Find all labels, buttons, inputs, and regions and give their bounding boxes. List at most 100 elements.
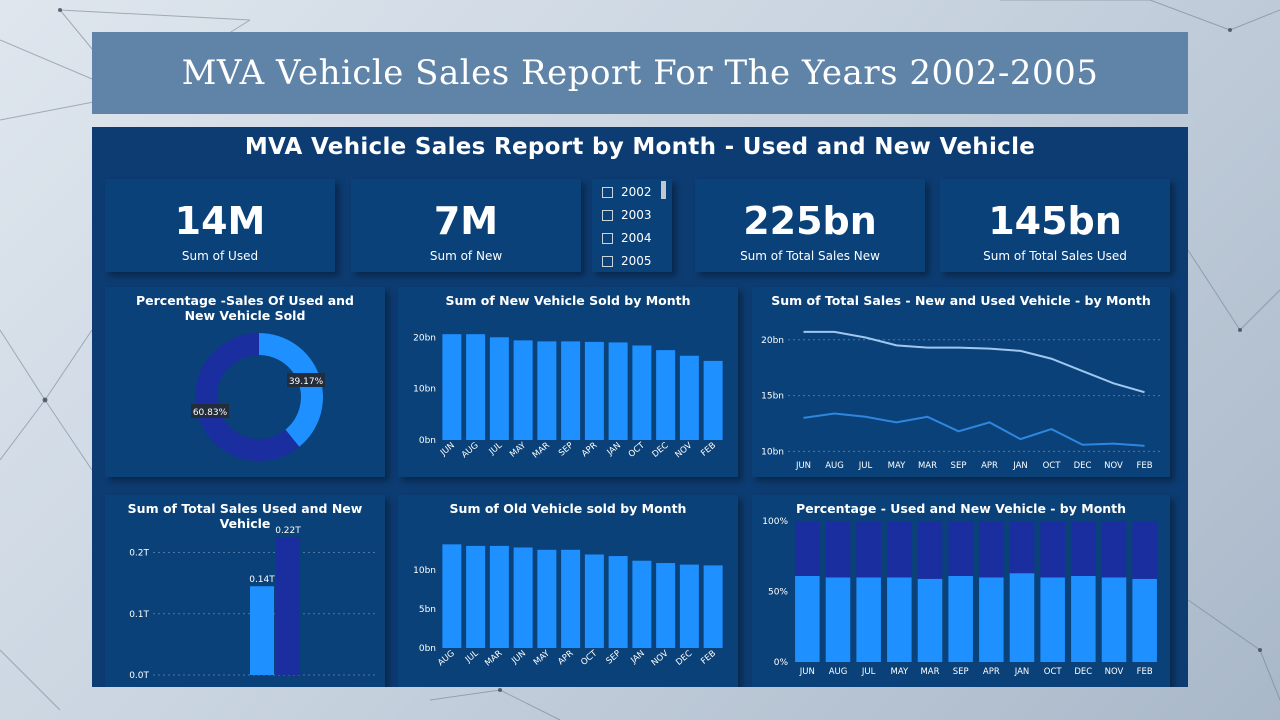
y-tick-label: 10bn [761,447,784,457]
x-tick-label: OCT [1044,667,1063,677]
bar-segment-used [1009,573,1035,662]
year-option-2003[interactable]: 2003 [602,206,652,224]
bar [632,560,652,648]
x-tick-label: AUG [829,667,848,677]
bar-segment-used [887,577,912,662]
data-label: 39.17% [289,377,324,387]
kpi-card-total-sales-new[interactable]: 225bn Sum of Total Sales New [695,179,925,272]
y-tick-label: 0% [774,658,789,668]
kpi-value: 14M [174,199,266,243]
donut-slice [259,333,323,447]
x-tick-label: DEC [650,441,670,460]
x-tick-label: DEC [1074,461,1092,471]
x-tick-label: MAY [888,461,906,471]
chart-card-new-by-month[interactable]: Sum of New Vehicle Sold by Month 0bn 10bn… [398,287,738,477]
kpi-label: Sum of Used [181,249,259,263]
bar [442,544,462,648]
x-tick-label: SEP [604,649,623,667]
x-tick-label: MAR [918,461,937,471]
chart-card-total-sales-line[interactable]: Sum of Total Sales - New and Used Vehicl… [752,287,1170,477]
kpi-card-total-sales-used[interactable]: 145bn Sum of Total Sales Used [940,179,1170,272]
x-tick-label: JAN [1014,667,1030,677]
data-label-bg [287,373,325,387]
x-tick-label: NOV [1104,461,1123,471]
x-tick-label: FEB [1137,667,1153,677]
bar [442,334,462,440]
bar [466,334,486,440]
bar [703,565,723,648]
checkbox-icon[interactable] [602,209,613,221]
checkbox-icon[interactable] [602,186,613,198]
bar [561,341,581,440]
year-option-2004[interactable]: 2004 [602,229,652,247]
x-tick-label: OCT [579,648,600,668]
x-tick-label: JUL [861,667,876,677]
bar-segment-used [1101,577,1127,662]
x-tick-label: JUN [795,461,811,471]
chart-card-percentage-by-month[interactable]: Percentage - Used and New Vehicle - by M… [752,495,1170,687]
bar-segment-new [979,521,1004,578]
year-option-2005[interactable]: 2005 [602,252,652,270]
chart-title: Sum of Total Sales Used and New Vehicle [127,501,363,531]
y-tick-label: 0bn [419,644,436,654]
bar [537,341,557,440]
bar [656,563,676,648]
percentage-stacked-bar-chart: 0% 50% 100% JUN AUG JUL MAY MAR SEP APR JAN OCT DEC N… [762,517,1157,677]
y-tick-label: 0.2T [129,549,149,559]
bar [513,340,533,440]
year-slicer[interactable]: 2002 2003 2004 2005 [592,179,672,272]
checkbox-icon[interactable] [602,255,613,267]
bar-segment-used [795,575,820,662]
y-tick-label: 5bn [419,605,436,615]
bar [250,586,274,675]
chart-card-donut[interactable]: Percentage -Sales Of Used and New Vehicl… [105,287,385,477]
x-tick-label: SEP [951,461,967,471]
data-label: 60.83% [193,408,228,418]
new-vehicle-bar-chart: 0bn 10bn 20bn JUN AUG JUL MAY MAR SEP APR JAN OCT DE… [413,333,723,461]
kpi-card-new[interactable]: 7M Sum of New [351,179,581,272]
bar-segment-new [825,521,851,578]
bar [513,547,533,648]
bar [561,549,581,648]
y-tick-label: 0bn [419,436,436,446]
bar-segment-new [1101,521,1127,578]
chart-card-old-by-month[interactable]: Sum of Old Vehicle sold by Month 0bn 5bn 1… [398,495,738,687]
x-tick-label: APR [983,667,1000,677]
bar-segment-new [948,521,973,576]
x-tick-label: JUL [487,440,505,457]
bar [537,549,557,648]
bar [656,350,676,440]
year-label: 2002 [621,185,652,199]
y-tick-label: 10bn [413,385,436,395]
dashboard-title: MVA Vehicle Sales Report by Month - Used… [244,134,1036,160]
chart-card-total-used-new[interactable]: Sum of Total Sales Used and New Vehicle … [105,495,385,687]
bar [703,360,723,440]
kpi-card-used[interactable]: 14M Sum of Used [105,179,335,272]
y-tick-label: 0.0T [129,671,149,681]
year-label: 2004 [621,231,652,245]
bar [608,556,628,648]
kpi-value: 225bn [743,199,877,243]
year-label: 2005 [621,254,652,268]
total-sales-line-chart: 10bn 15bn 20bn JUN AUG JUL MAY MAR SEP APR JAN OCT D… [761,330,1160,471]
total-used-new-bar-chart: 0.0T 0.1T 0.2T 0.14T 0.22T [129,526,375,681]
kpi-value: 7M [433,199,499,243]
bar-segment-used [948,575,973,662]
x-tick-label: JUN [799,667,815,677]
x-tick-label: DEC [1074,667,1092,677]
x-tick-label: FEB [699,649,718,667]
report-title: MVA Vehicle Sales Report For The Years 2… [181,53,1099,93]
chart-title: Sum of Total Sales - New and Used Vehicl… [771,293,1151,308]
data-label-bg [191,404,229,418]
x-tick-label: JAN [628,649,646,667]
bar [276,537,300,675]
chart-title: Percentage -Sales Of Used and New Vehicl… [135,293,355,323]
slicer-scrollbar[interactable] [661,181,666,199]
year-option-2002[interactable]: 2002 [602,183,652,201]
checkbox-icon[interactable] [602,232,613,244]
y-tick-label: 100% [762,517,788,527]
bar [489,337,509,440]
kpi-value: 145bn [988,199,1122,243]
x-tick-label: OCT [1043,461,1062,471]
x-tick-label: NOV [674,441,695,461]
